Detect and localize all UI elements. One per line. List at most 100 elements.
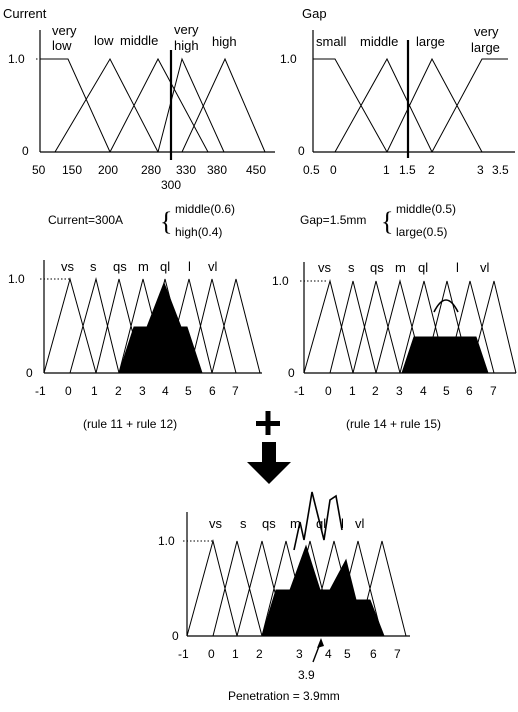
final-x-tick-m1: -1 bbox=[178, 647, 189, 661]
final-x-tick-7: 7 bbox=[394, 647, 401, 661]
left-x-tick-m1: -1 bbox=[35, 384, 46, 398]
left-term-vl bbox=[188, 278, 237, 374]
current-x-tick-450: 450 bbox=[246, 163, 266, 177]
current-formula-lhs: Current=300A bbox=[48, 213, 123, 227]
current-x-tick-380: 380 bbox=[207, 163, 227, 177]
right-x-tick-2: 2 bbox=[372, 384, 379, 398]
gap-title: Gap bbox=[302, 6, 327, 21]
left-x-tick-4: 4 bbox=[162, 384, 169, 398]
left-output-y-tick-top: 1.0 bbox=[8, 272, 25, 286]
right-term-qs bbox=[352, 280, 401, 374]
current-y-tick-zero: 0 bbox=[22, 144, 29, 158]
right-x-tick-m1: -1 bbox=[294, 384, 305, 398]
gap-term-large bbox=[386, 57, 483, 153]
left-x-tick-0: 0 bbox=[65, 384, 72, 398]
gap-label-large: large bbox=[416, 34, 445, 49]
left-x-tick-5: 5 bbox=[185, 384, 192, 398]
current-x-tick-330: 330 bbox=[176, 163, 196, 177]
right-x-tick-7: 7 bbox=[490, 384, 497, 398]
final-term-vl bbox=[333, 540, 383, 637]
left-label-vs: vs bbox=[61, 259, 75, 274]
final-label-vs: vs bbox=[209, 516, 223, 531]
final-value-label: 3.9 bbox=[298, 668, 315, 682]
right-term-l bbox=[423, 280, 471, 374]
current-label-low: low bbox=[94, 33, 114, 48]
gap-y-tick-top: 1.0 bbox=[280, 52, 297, 66]
current-formula-brace: { bbox=[160, 207, 172, 236]
right-x-tick-6: 6 bbox=[466, 384, 473, 398]
final-x-tick-2: 2 bbox=[256, 647, 263, 661]
left-x-tick-6: 6 bbox=[209, 384, 216, 398]
final-term-m bbox=[261, 540, 311, 637]
right-x-tick-5: 5 bbox=[443, 384, 450, 398]
right-x-tick-4: 4 bbox=[420, 384, 427, 398]
gap-formula-line2: large(0.5) bbox=[396, 225, 447, 239]
current-term-low bbox=[54, 57, 159, 153]
right-x-tick-1: 1 bbox=[349, 384, 356, 398]
right-term-vl bbox=[446, 280, 495, 374]
right-output-aggregate-fill bbox=[401, 336, 489, 374]
final-label-l: l bbox=[341, 516, 344, 531]
gap-label-middle: middle bbox=[360, 34, 398, 49]
left-output-caption: (rule 11 + rule 12) bbox=[83, 417, 177, 431]
left-label-l: l bbox=[188, 259, 191, 274]
final-output-chart: 1.0 0 vs s qs m ql l vl -1 0 1 2 3 4 5 6… bbox=[158, 491, 410, 703]
current-term-middle bbox=[109, 57, 209, 153]
right-term-m bbox=[375, 279, 425, 374]
right-output-caption: (rule 14 + rule 15) bbox=[346, 417, 441, 431]
final-term-ql bbox=[285, 540, 335, 637]
gap-x-tick-0: 0 bbox=[330, 163, 337, 177]
right-label-vl: vl bbox=[480, 260, 490, 275]
gap-term-very-large bbox=[431, 58, 508, 153]
final-term-qs bbox=[236, 540, 287, 637]
left-label-vl: vl bbox=[208, 259, 218, 274]
final-output-peak-outline bbox=[293, 491, 343, 551]
left-term-qs bbox=[95, 278, 144, 374]
right-label-s: s bbox=[348, 260, 355, 275]
final-label-qs: qs bbox=[262, 516, 276, 531]
gap-x-tick-1: 1 bbox=[383, 163, 390, 177]
current-term-high bbox=[181, 57, 266, 153]
current-y-tick-top: 1.0 bbox=[8, 52, 25, 66]
right-x-tick-3: 3 bbox=[396, 384, 403, 398]
right-label-l: l bbox=[456, 260, 459, 275]
gap-label-very-large-2: large bbox=[471, 40, 500, 55]
left-x-tick-1: 1 bbox=[91, 384, 98, 398]
right-term-ql bbox=[399, 280, 448, 374]
gap-membership-chart: Gap 1.0 0 small middle large very large … bbox=[280, 6, 515, 177]
left-label-s: s bbox=[90, 259, 97, 274]
final-term-s bbox=[212, 540, 263, 637]
final-x-tick-0: 0 bbox=[208, 647, 215, 661]
left-label-qs: qs bbox=[113, 259, 127, 274]
left-term-m bbox=[118, 278, 168, 374]
current-title: Current bbox=[3, 6, 47, 21]
left-term-s bbox=[69, 277, 120, 374]
final-label-m: m bbox=[290, 516, 301, 531]
right-label-m: m bbox=[395, 260, 406, 275]
final-x-tick-4: 4 bbox=[325, 647, 332, 661]
final-label-vl: vl bbox=[355, 516, 365, 531]
right-x-tick-0: 0 bbox=[325, 384, 332, 398]
final-x-tick-1: 1 bbox=[232, 647, 239, 661]
left-x-tick-7: 7 bbox=[232, 384, 239, 398]
left-term-l bbox=[164, 278, 213, 374]
left-term-ql bbox=[142, 278, 190, 374]
right-output-y-tick-zero: 0 bbox=[288, 366, 295, 380]
current-label-very-low-1: very bbox=[52, 23, 77, 38]
final-output-y-tick-zero: 0 bbox=[172, 629, 179, 643]
final-x-tick-6: 6 bbox=[370, 647, 377, 661]
left-label-m: m bbox=[138, 259, 149, 274]
right-label-ql: ql bbox=[418, 260, 428, 275]
gap-x-tick-2: 2 bbox=[428, 163, 435, 177]
final-x-tick-3: 3 bbox=[296, 647, 303, 661]
left-term-vs bbox=[43, 277, 97, 374]
left-output-aggregate-fill bbox=[118, 281, 203, 374]
final-term-l bbox=[309, 540, 359, 637]
current-label-very-low-2: low bbox=[52, 38, 72, 53]
left-label-ql: ql bbox=[160, 259, 170, 274]
gap-formula-brace: { bbox=[381, 207, 393, 236]
final-term-vs bbox=[186, 539, 238, 637]
gap-term-small bbox=[313, 58, 388, 153]
left-term-extra bbox=[211, 278, 261, 374]
